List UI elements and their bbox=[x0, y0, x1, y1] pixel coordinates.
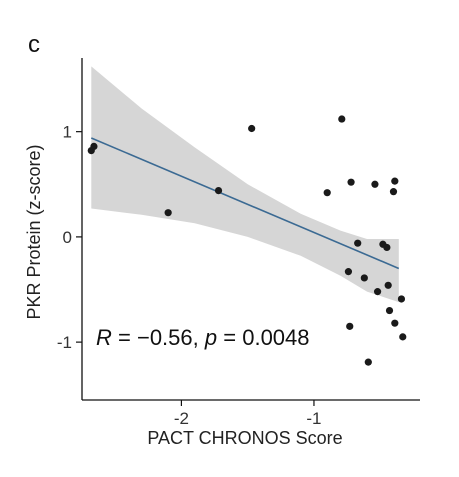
data-point bbox=[90, 142, 98, 150]
data-point bbox=[384, 281, 392, 289]
data-point bbox=[373, 288, 382, 296]
x-axis-ticks: -2 -1 bbox=[174, 400, 322, 428]
y-axis-title: PKR Protein (z-score) bbox=[24, 144, 44, 319]
x-tick-label: -2 bbox=[174, 409, 189, 428]
data-point bbox=[338, 115, 346, 123]
y-axis-ticks: 1 0 -1 bbox=[57, 123, 82, 352]
data-point bbox=[391, 177, 399, 185]
data-point bbox=[397, 295, 406, 303]
data-point bbox=[344, 268, 353, 276]
axes: -2 -1 1 0 -1 bbox=[57, 58, 420, 428]
p-symbol: p bbox=[204, 325, 217, 350]
data-point bbox=[371, 180, 379, 188]
data-point bbox=[248, 124, 256, 133]
data-point bbox=[399, 333, 407, 341]
data-points bbox=[87, 115, 407, 366]
p-value: = 0.0048 bbox=[223, 325, 309, 350]
panel-label: c bbox=[28, 31, 40, 58]
r-symbol: R bbox=[96, 325, 112, 350]
confidence-band bbox=[91, 66, 399, 303]
data-point bbox=[214, 186, 223, 195]
y-tick-label: 1 bbox=[63, 123, 72, 142]
y-tick-label: 0 bbox=[63, 228, 72, 247]
data-point bbox=[364, 358, 372, 366]
r-value: = −0.56, bbox=[118, 325, 199, 350]
data-point bbox=[360, 274, 368, 282]
data-point bbox=[354, 239, 362, 247]
data-point bbox=[391, 319, 399, 327]
x-tick-label: -1 bbox=[306, 409, 321, 428]
x-axis-title: PACT CHRONOS Score bbox=[147, 428, 342, 448]
plot-area bbox=[87, 66, 407, 366]
data-point bbox=[164, 209, 172, 217]
data-point bbox=[383, 243, 391, 252]
data-point bbox=[385, 306, 394, 315]
regression-line bbox=[90, 137, 400, 270]
data-point bbox=[347, 178, 355, 186]
data-point bbox=[323, 189, 331, 197]
y-tick-label: -1 bbox=[57, 333, 72, 352]
data-point bbox=[346, 322, 354, 330]
correlation-annotation: R = −0.56, p = 0.0048 bbox=[96, 325, 310, 350]
data-point bbox=[389, 188, 398, 196]
